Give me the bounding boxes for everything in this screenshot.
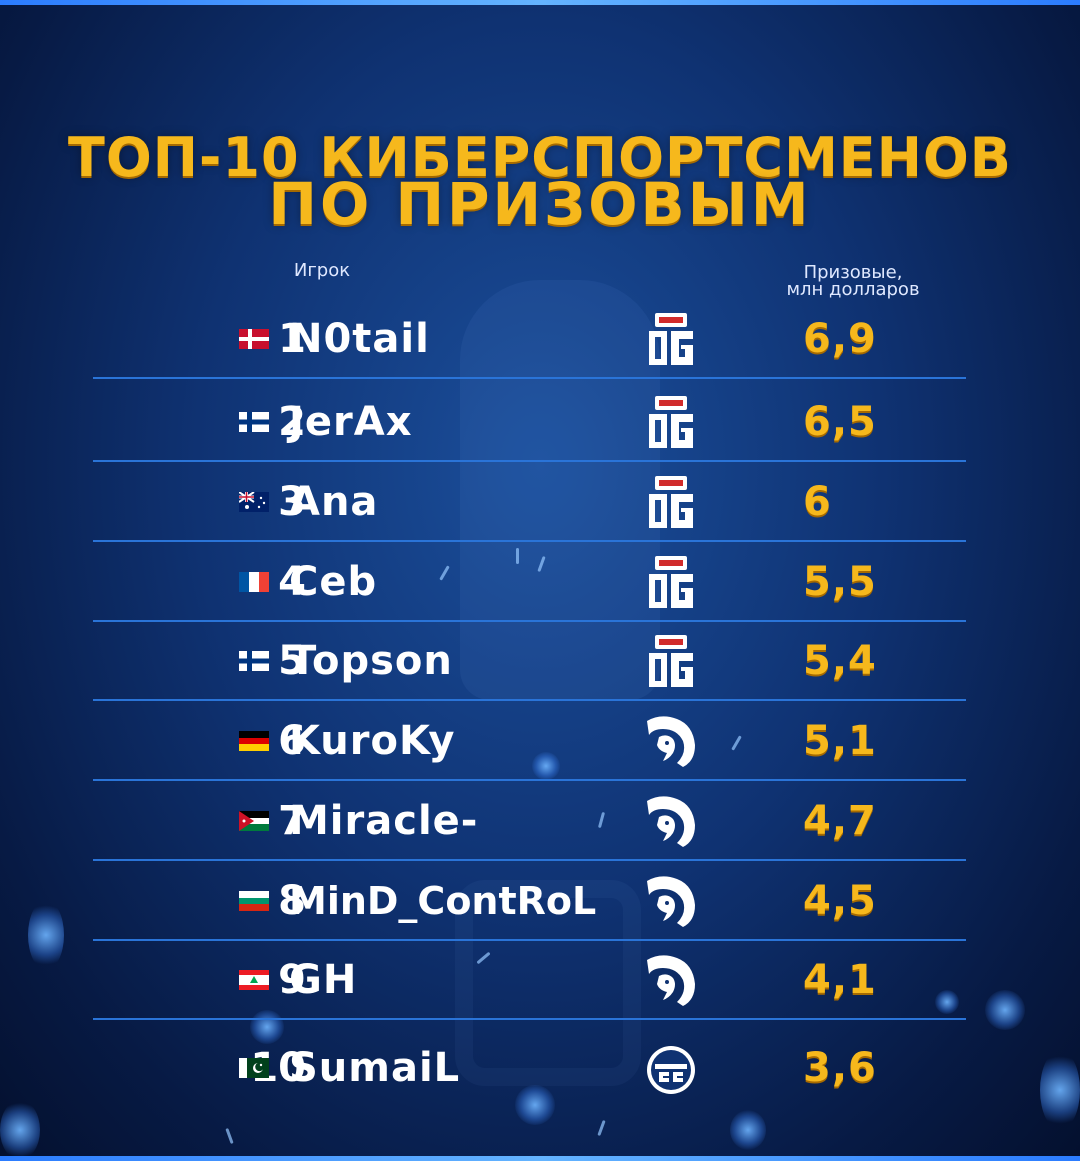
background-glow [250, 1010, 284, 1044]
row-divider [93, 859, 966, 861]
rank-number: 5 [278, 638, 306, 684]
player-name: Miracle- [289, 798, 479, 844]
rank-number: 4 [278, 559, 306, 605]
jordan-flag-icon [239, 811, 269, 831]
australia-flag-icon [239, 492, 269, 512]
og-logo-icon [641, 472, 701, 532]
prize-amount: 6,5 [803, 399, 877, 445]
background-glow [28, 900, 64, 970]
og-logo-icon [641, 631, 701, 691]
background-streak [516, 548, 519, 564]
rank-number: 6 [278, 718, 306, 764]
prize-amount: 4,7 [803, 798, 877, 844]
ranking-row-4: 4 Ceb 5,5 [93, 542, 966, 622]
team-liquid-logo-icon [641, 871, 701, 931]
ranking-row-1: 1 N0tail 6,9 [93, 299, 966, 379]
lebanon-flag-icon [239, 970, 269, 990]
ranking-row-8: 8 MinD_ContRoL 4,5 [93, 861, 966, 941]
background-streak [597, 1119, 606, 1137]
og-logo-icon [641, 309, 701, 369]
title-line-1: ТОП-10 КИБЕРСПОРТСМЕНОВ [68, 126, 1012, 189]
row-divider [93, 939, 966, 941]
rank-number: 1 [278, 316, 306, 362]
team-liquid-logo-icon [641, 711, 701, 771]
background-glow [0, 1100, 40, 1160]
background-glow [935, 990, 959, 1014]
evil-geniuses-logo-icon [641, 1038, 701, 1098]
player-name: Ana [289, 479, 379, 525]
denmark-flag-icon [239, 329, 269, 349]
background-glow [532, 752, 560, 780]
row-divider [93, 620, 966, 622]
player-name: KuroKy [289, 718, 456, 764]
background-glow [1040, 1050, 1080, 1130]
rank-number: 9 [278, 957, 306, 1003]
ranking-row-2: 2 JerAx 6,5 [93, 382, 966, 462]
team-liquid-logo-icon [641, 791, 701, 851]
player-name: JerAx [289, 399, 413, 445]
finland-flag-icon [239, 412, 269, 432]
prize-amount: 4,5 [803, 878, 877, 924]
row-divider [93, 377, 966, 379]
ranking-row-10: 10 SumaiL 3,6 [93, 1028, 966, 1108]
rank-number: 3 [278, 479, 306, 525]
prize-amount: 5,4 [803, 638, 877, 684]
og-logo-icon [641, 392, 701, 452]
prize-amount: 5,1 [803, 718, 877, 764]
ranking-row-5: 5 Topson 5,4 [93, 621, 966, 701]
player-name: SumaiL [289, 1045, 461, 1091]
column-header-prize-line-1: Призовые, [803, 262, 903, 283]
background-streak [225, 1127, 234, 1145]
player-name: Ceb [289, 559, 378, 605]
row-divider [93, 699, 966, 701]
pakistan-flag-icon [239, 1058, 269, 1078]
og-logo-icon [641, 552, 701, 612]
ranking-row-6: 6 KuroKy 5,1 [93, 701, 966, 781]
background-glow [515, 1085, 555, 1125]
ranking-row-7: 7 Miracle- 4,7 [93, 781, 966, 861]
bottom-frame-border [0, 1156, 1080, 1161]
player-name: Topson [289, 638, 453, 684]
rank-number: 7 [278, 798, 306, 844]
background-hexagon [455, 880, 641, 1086]
title-line-2: ПО ПРИЗОВЫМ [268, 170, 812, 238]
prize-amount: 3,6 [803, 1045, 877, 1091]
player-name: MinD_ContRoL [289, 879, 597, 923]
finland-flag-icon [239, 651, 269, 671]
top-frame-border [0, 0, 1080, 5]
background-hero-silhouette [460, 280, 660, 700]
column-header-player: Игрок [293, 260, 351, 281]
prize-amount: 4,1 [803, 957, 877, 1003]
prize-amount: 6 [803, 479, 832, 525]
column-header-prize: Призовые, млн долларов [760, 262, 946, 300]
germany-flag-icon [239, 731, 269, 751]
background-glow [985, 990, 1025, 1030]
column-header-prize-line-2: млн долларов [786, 279, 920, 300]
row-divider [93, 540, 966, 542]
france-flag-icon [239, 572, 269, 592]
row-divider [93, 460, 966, 462]
prize-amount: 6,9 [803, 316, 877, 362]
team-liquid-logo-icon [641, 950, 701, 1010]
prize-amount: 5,5 [803, 559, 877, 605]
rank-number: 8 [278, 878, 306, 924]
player-name: N0tail [289, 316, 430, 362]
rank-number: 2 [278, 399, 306, 445]
row-divider [93, 779, 966, 781]
player-name: GH [289, 957, 358, 1003]
row-divider [93, 1018, 966, 1020]
background-glow [730, 1110, 766, 1150]
ranking-row-9: 9 GH 4,1 [93, 940, 966, 1020]
bulgaria-flag-icon [239, 891, 269, 911]
ranking-row-3: 3 Ana 6 [93, 462, 966, 542]
